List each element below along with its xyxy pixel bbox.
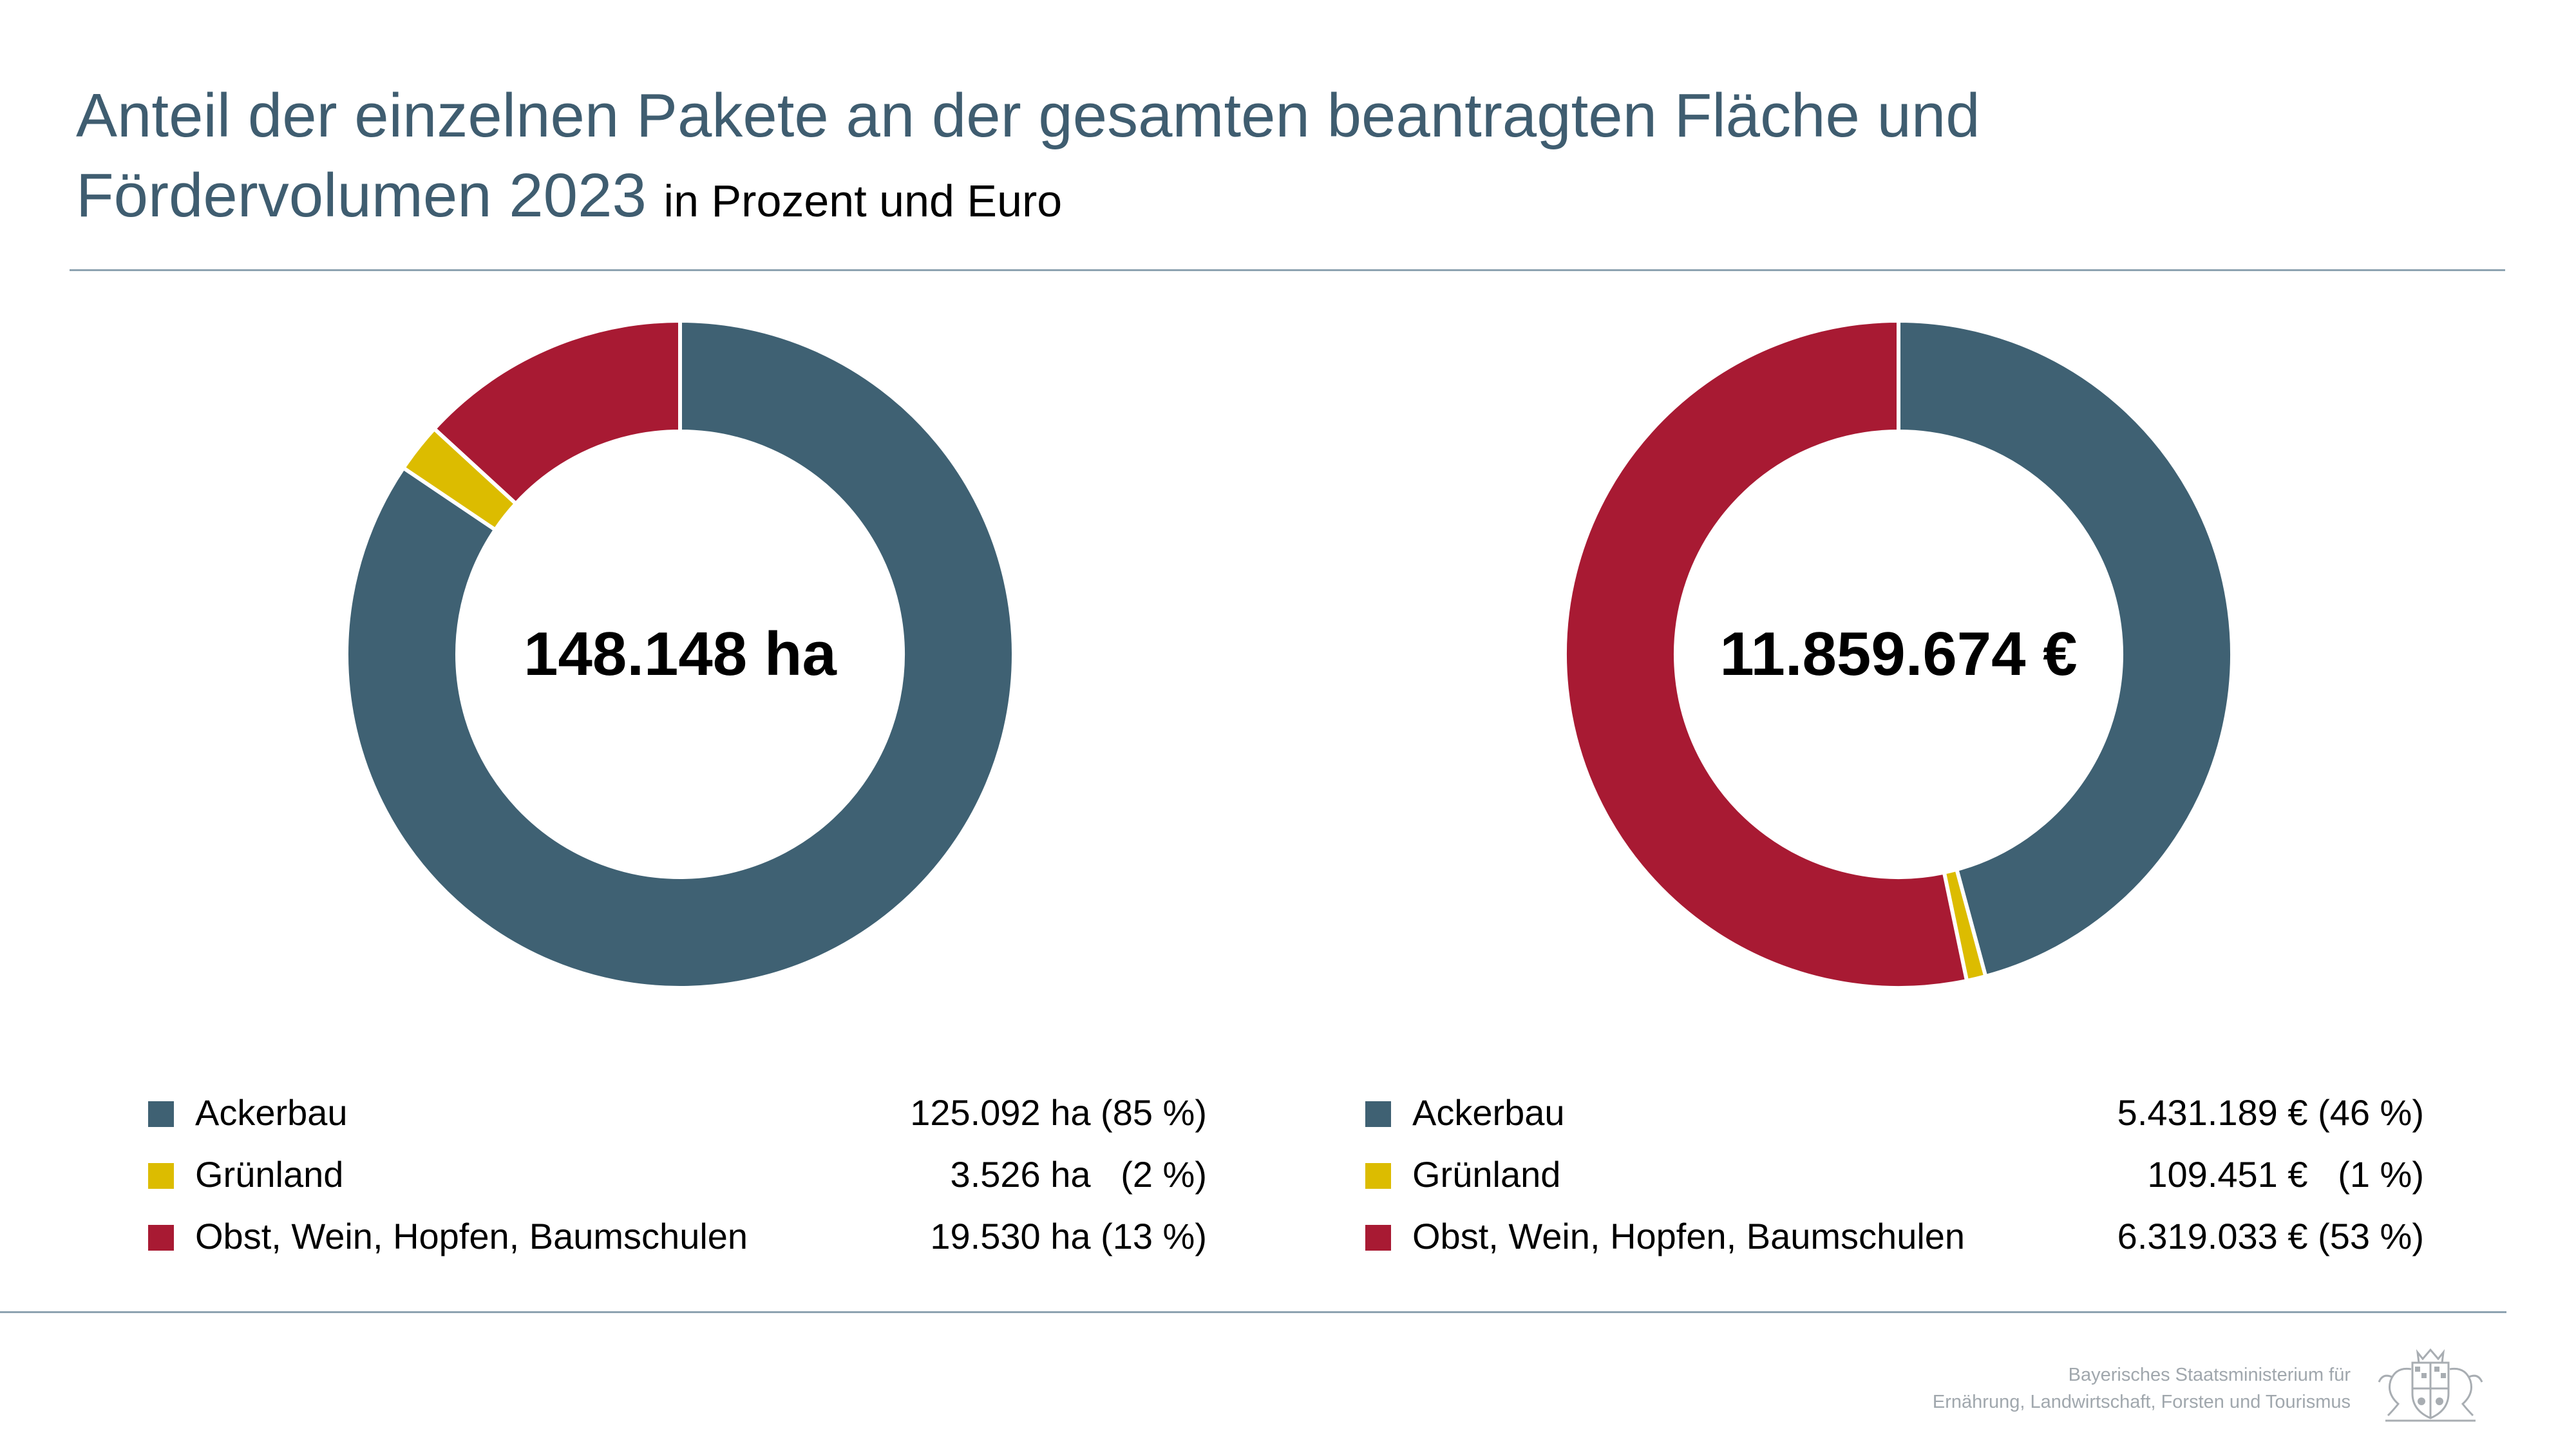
legend-row-ackerbau: Ackerbau 5.431.189 € (46 %): [1365, 1082, 2424, 1144]
donut-slice-obst: [1563, 318, 1969, 990]
legend-row-gruenland: Grünland 3.526 ha (2 %): [148, 1144, 1207, 1206]
area-donut-chart: 148.148 ha: [339, 313, 1021, 996]
ministry-name-line-2: Ernährung, Landwirtschaft, Forsten und T…: [1932, 1392, 2351, 1412]
legend-row-obst: Obst, Wein, Hopfen, Baumschulen 6.319.03…: [1365, 1206, 2424, 1267]
legend-value: 6.319.033 € (53 %): [2117, 1216, 2424, 1256]
title-subtitle: in Prozent und Euro: [663, 176, 1063, 226]
legend-label: Obst, Wein, Hopfen, Baumschulen: [195, 1216, 748, 1256]
legend-label: Grünland: [195, 1154, 344, 1195]
donut-slice-ackerbau: [1897, 318, 2234, 979]
funding-donut-chart: 11.859.674 €: [1557, 313, 2240, 996]
page-title: Anteil der einzelnen Pakete an der gesam…: [76, 76, 2394, 241]
legend-value: 19.530 ha (13 %): [930, 1216, 1207, 1256]
legend-label: Ackerbau: [1412, 1092, 1565, 1133]
funding-legend: Ackerbau 5.431.189 € (46 %) Grünland 109…: [1365, 1082, 2424, 1267]
area-total-label: 148.148 ha: [524, 620, 837, 688]
legend-value: 125.092 ha (85 %): [910, 1092, 1207, 1133]
legend-label: Ackerbau: [195, 1092, 348, 1133]
ministry-name: Bayerisches Staatsministerium für Ernähr…: [1868, 1361, 2351, 1416]
legend-row-ackerbau: Ackerbau 125.092 ha (85 %): [148, 1082, 1207, 1144]
area-legend: Ackerbau 125.092 ha (85 %) Grünland 3.52…: [148, 1082, 1207, 1267]
title-line-1: Anteil der einzelnen Pakete an der gesam…: [76, 81, 1980, 150]
legend-swatch-gruenland: [1365, 1163, 1391, 1189]
legend-swatch-ackerbau: [1365, 1101, 1391, 1127]
donut-slice-ackerbau: [345, 318, 1016, 990]
area-donut-svg: [345, 318, 1016, 990]
legend-swatch-gruenland: [148, 1163, 174, 1189]
legend-swatch-obst: [1365, 1225, 1391, 1251]
legend-swatch-ackerbau: [148, 1101, 174, 1127]
funding-donut-svg: [1563, 318, 2234, 990]
ministry-name-line-1: Bayerisches Staatsministerium für: [2068, 1365, 2351, 1385]
legend-value: 3.526 ha (2 %): [950, 1154, 1207, 1195]
legend-label: Obst, Wein, Hopfen, Baumschulen: [1412, 1216, 1965, 1256]
legend-row-obst: Obst, Wein, Hopfen, Baumschulen 19.530 h…: [148, 1206, 1207, 1267]
legend-row-gruenland: Grünland 109.451 € (1 %): [1365, 1144, 2424, 1206]
title-line-2: Fördervolumen 2023: [76, 161, 647, 230]
footer-divider: [0, 1311, 2506, 1313]
legend-value: 5.431.189 € (46 %): [2117, 1092, 2424, 1133]
legend-swatch-obst: [148, 1225, 174, 1251]
donut-slice-obst: [431, 318, 682, 507]
legend-label: Grünland: [1412, 1154, 1561, 1195]
header-divider: [70, 269, 2505, 271]
funding-total-label: 11.859.674 €: [1719, 620, 2078, 688]
legend-value: 109.451 € (1 %): [2147, 1154, 2424, 1195]
coat-of-arms-icon: [2378, 1348, 2483, 1422]
